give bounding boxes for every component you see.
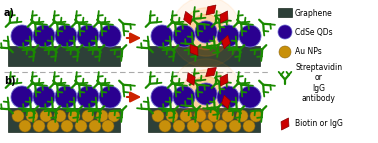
Circle shape xyxy=(171,59,241,129)
Circle shape xyxy=(89,120,101,132)
Bar xyxy=(148,46,260,66)
Text: Streptavidin
or
IgG
antibody: Streptavidin or IgG antibody xyxy=(295,63,342,103)
Circle shape xyxy=(77,86,99,108)
Circle shape xyxy=(201,120,213,132)
Circle shape xyxy=(82,110,94,122)
Circle shape xyxy=(12,110,24,122)
Circle shape xyxy=(19,120,31,132)
Bar xyxy=(8,46,120,66)
Text: Au NPs: Au NPs xyxy=(295,47,322,56)
Circle shape xyxy=(180,110,192,122)
Circle shape xyxy=(33,86,55,108)
Circle shape xyxy=(182,8,230,56)
Circle shape xyxy=(33,25,55,47)
Circle shape xyxy=(151,25,173,47)
Circle shape xyxy=(99,25,121,47)
Circle shape xyxy=(159,120,171,132)
Circle shape xyxy=(217,86,239,108)
Circle shape xyxy=(215,120,227,132)
Polygon shape xyxy=(220,74,228,86)
Circle shape xyxy=(75,120,87,132)
Circle shape xyxy=(173,120,185,132)
Polygon shape xyxy=(190,44,198,56)
Text: a): a) xyxy=(4,8,15,18)
Circle shape xyxy=(279,46,291,58)
Circle shape xyxy=(47,120,59,132)
Polygon shape xyxy=(206,5,216,15)
Circle shape xyxy=(26,110,38,122)
Circle shape xyxy=(236,110,248,122)
Circle shape xyxy=(11,86,33,108)
Circle shape xyxy=(243,120,255,132)
Circle shape xyxy=(222,110,234,122)
Circle shape xyxy=(217,25,239,47)
Circle shape xyxy=(96,110,108,122)
Circle shape xyxy=(182,70,230,118)
Bar xyxy=(8,108,120,132)
Polygon shape xyxy=(222,35,231,49)
Circle shape xyxy=(250,110,262,122)
Circle shape xyxy=(68,110,80,122)
Bar xyxy=(148,108,260,132)
Circle shape xyxy=(11,25,33,47)
Circle shape xyxy=(55,25,77,47)
Circle shape xyxy=(173,25,195,47)
Polygon shape xyxy=(222,95,231,109)
Polygon shape xyxy=(281,118,289,130)
Circle shape xyxy=(229,120,241,132)
Circle shape xyxy=(239,86,261,108)
Text: CdSe QDs: CdSe QDs xyxy=(295,27,333,36)
Circle shape xyxy=(278,25,292,39)
Circle shape xyxy=(188,76,224,112)
Polygon shape xyxy=(184,11,192,25)
Polygon shape xyxy=(220,11,228,23)
Text: Graphene: Graphene xyxy=(295,8,333,17)
Circle shape xyxy=(77,25,99,47)
Circle shape xyxy=(188,14,224,50)
Circle shape xyxy=(173,86,195,108)
Circle shape xyxy=(33,120,45,132)
Circle shape xyxy=(40,110,52,122)
Circle shape xyxy=(61,120,73,132)
Circle shape xyxy=(195,83,217,105)
Circle shape xyxy=(166,110,178,122)
Circle shape xyxy=(187,120,199,132)
Polygon shape xyxy=(187,73,195,85)
Circle shape xyxy=(54,110,66,122)
Circle shape xyxy=(195,21,217,43)
Circle shape xyxy=(151,86,173,108)
Circle shape xyxy=(55,86,77,108)
Polygon shape xyxy=(206,67,216,77)
Text: b): b) xyxy=(4,76,15,86)
Circle shape xyxy=(102,120,114,132)
Circle shape xyxy=(208,110,220,122)
Circle shape xyxy=(194,110,206,122)
Circle shape xyxy=(108,110,120,122)
Circle shape xyxy=(99,86,121,108)
Circle shape xyxy=(152,110,164,122)
Circle shape xyxy=(171,0,241,67)
Bar xyxy=(278,8,292,17)
Text: Biotin or IgG: Biotin or IgG xyxy=(295,120,343,129)
Circle shape xyxy=(239,25,261,47)
